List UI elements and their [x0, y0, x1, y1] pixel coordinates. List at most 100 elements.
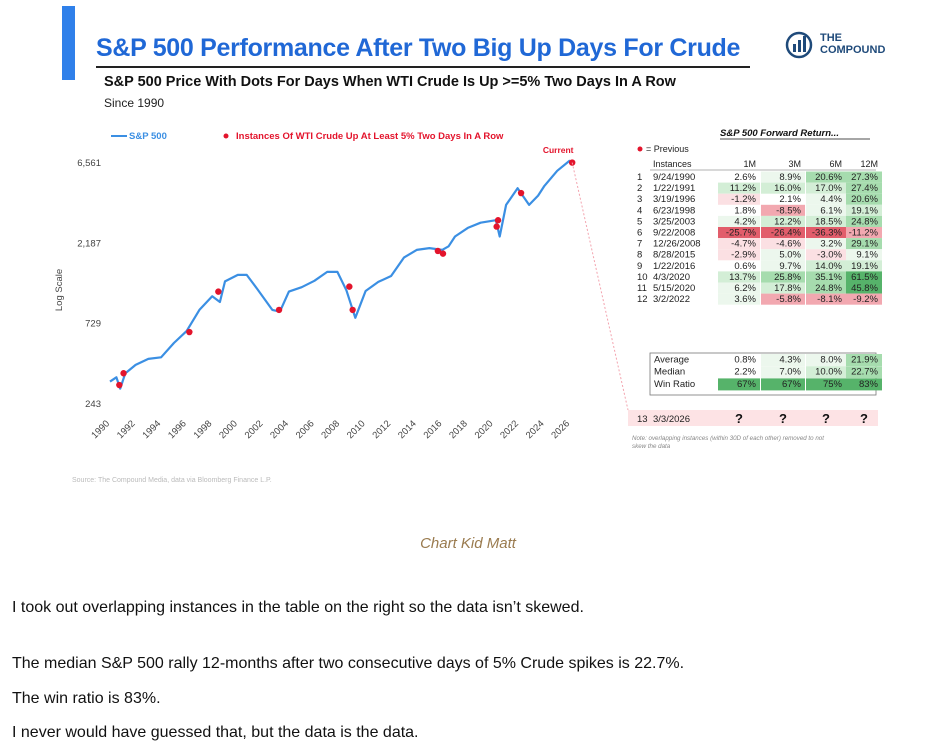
table-cell-bg — [806, 171, 846, 183]
summary-cell-bg — [846, 366, 882, 379]
table-row-date: 9/24/1990 — [653, 172, 695, 183]
table-row-value: 27.4% — [851, 183, 878, 194]
table-row-value: 6.2% — [734, 283, 756, 294]
x-tick-label: 2020 — [473, 418, 496, 441]
crude-instance-dot — [116, 381, 123, 389]
table-header-1m: 1M — [743, 159, 756, 169]
table-header-3m: 3M — [788, 159, 801, 169]
table-row-value: 24.8% — [815, 283, 842, 294]
table-row-value: 25.8% — [774, 272, 801, 283]
table-row-value: -5.8% — [776, 294, 801, 305]
table-row-value: 2.6% — [734, 172, 756, 183]
table-row-value: -8.1% — [817, 294, 842, 305]
table-row-date: 1/22/1991 — [653, 183, 695, 194]
table-row-value: -2.9% — [731, 250, 756, 261]
summary-label: Win Ratio — [654, 379, 695, 390]
chart-subtitle: S&P 500 Price With Dots For Days When WT… — [104, 74, 676, 90]
table-cell-bg — [846, 193, 882, 205]
table-row-number: 4 — [637, 205, 642, 216]
table-cell-bg — [806, 293, 846, 305]
table-row-value: 14.0% — [815, 261, 842, 272]
table-row-value: -8.5% — [776, 205, 801, 216]
x-tick-label: 2022 — [498, 418, 521, 441]
chart-title: S&P 500 Performance After Two Big Up Day… — [96, 34, 741, 62]
summary-cell-bg — [806, 354, 846, 366]
summary-value: 22.7% — [851, 367, 878, 378]
summary-value: 4.3% — [779, 355, 801, 366]
current-row-value: ? — [735, 411, 743, 426]
crude-instance-dot — [186, 328, 193, 336]
table-row-value: -26.4% — [771, 228, 802, 239]
table-row-value: 19.1% — [851, 261, 878, 272]
table-cell-bg — [806, 227, 846, 239]
table-cell-bg — [846, 249, 882, 261]
table-cell-bg — [761, 293, 805, 305]
forward-return-table: S&P 500 Forward Return... = Previous Insta… — [628, 128, 882, 450]
chart-legend: S&P 500 Instances Of WTI Crude Up At Lea… — [111, 131, 504, 142]
summary-value: 0.8% — [734, 355, 756, 366]
table-row-value: -25.7% — [726, 228, 757, 239]
table-cell-bg — [718, 271, 760, 283]
table-row-number: 7 — [637, 239, 642, 250]
table-row-value: 61.5% — [851, 272, 878, 283]
table-row-number: 5 — [637, 216, 642, 227]
table-cell-bg — [761, 260, 805, 272]
x-tick-label: 2018 — [447, 418, 470, 441]
table-cell-bg — [761, 249, 805, 261]
table-cell-bg — [718, 282, 760, 294]
x-tick-label: 2026 — [549, 418, 572, 441]
table-row-value: 20.6% — [851, 194, 878, 205]
summary-label: Average — [654, 355, 689, 366]
brand-line-2: COMPOUND — [820, 44, 886, 56]
table-cell-bg — [718, 193, 760, 205]
table-cell-bg — [806, 238, 846, 250]
table-cell-bg — [806, 193, 846, 205]
table-cell-bg — [806, 282, 846, 294]
current-connector-line — [571, 162, 629, 411]
table-cell-bg — [806, 182, 846, 194]
table-cell-bg — [846, 171, 882, 183]
crude-instance-dot — [493, 223, 500, 230]
table-cell-bg — [718, 249, 760, 261]
y-tick-label: 243 — [85, 399, 101, 410]
y-tick-label: 2,187 — [77, 238, 101, 249]
current-row-number: 13 — [637, 414, 648, 425]
table-row-value: 4.4% — [820, 194, 842, 205]
table-row-number: 1 — [637, 172, 642, 183]
table-row-value: 0.6% — [734, 261, 756, 272]
table-row-date: 4/3/2020 — [653, 272, 690, 283]
crude-instance-dot — [346, 283, 353, 290]
current-row-value: ? — [860, 411, 868, 426]
table-cell-bg — [718, 293, 760, 305]
table-cell-bg — [846, 182, 882, 194]
y-tick-label: 729 — [85, 319, 101, 330]
x-tick-label: 1998 — [192, 418, 215, 441]
table-row-date: 12/26/2008 — [653, 239, 701, 250]
table-row-value: 6.1% — [820, 205, 842, 216]
x-tick-label: 2002 — [243, 418, 266, 441]
table-row-number: 12 — [637, 294, 648, 305]
table-row-value: 13.7% — [729, 272, 756, 283]
table-row-date: 5/15/2020 — [653, 283, 695, 294]
table-legend-label: = Previous — [646, 144, 689, 154]
table-cell-bg — [806, 271, 846, 283]
x-tick-label: 2016 — [422, 418, 445, 441]
table-row-date: 8/28/2015 — [653, 250, 695, 261]
legend-dot-label: Instances Of WTI Crude Up At Least 5% Tw… — [236, 131, 504, 142]
table-row-number: 9 — [637, 261, 642, 272]
crude-instance-dot — [434, 247, 442, 255]
x-tick-label: 2004 — [268, 418, 291, 441]
table-row-number: 6 — [637, 228, 642, 239]
current-row-date: 3/3/2026 — [653, 414, 690, 425]
table-row-value: 5.0% — [779, 250, 801, 261]
table-row-value: 2.1% — [779, 194, 801, 205]
table-header-instances: Instances — [653, 159, 692, 169]
brand-text: THE COMPOUND — [820, 32, 885, 56]
summary-cell-bg — [846, 354, 882, 366]
summary-value: 75% — [823, 379, 843, 390]
table-cell-bg — [846, 238, 882, 250]
table-header-12m: 12M — [860, 159, 878, 169]
crude-instance-dot — [517, 189, 525, 197]
summary-cell-bg — [846, 378, 882, 391]
